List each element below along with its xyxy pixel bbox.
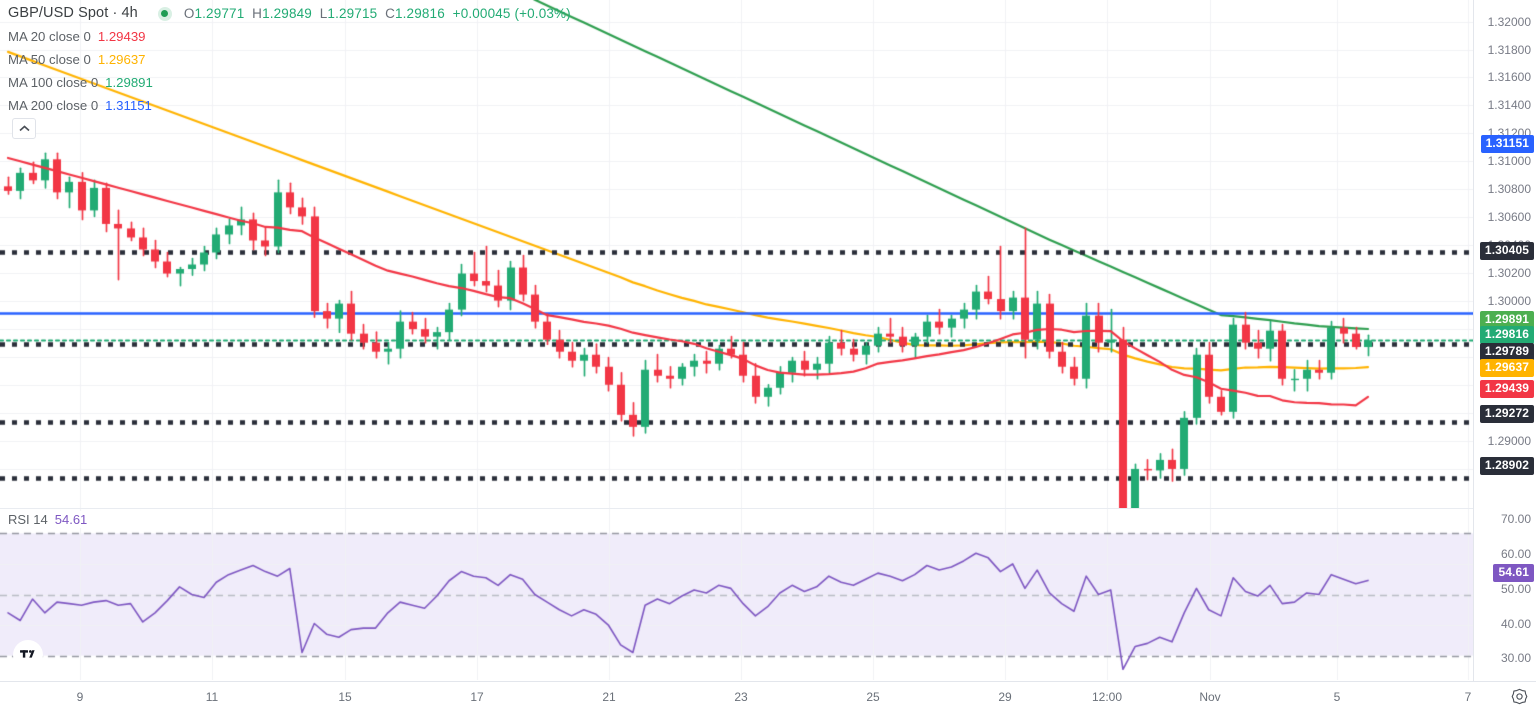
symbol-title[interactable]: GBP/USD Spot · 4h	[8, 5, 138, 21]
rsi-legend-value: 54.61	[54, 512, 88, 527]
ohlc-change-percent: (+0.03%)	[514, 6, 571, 21]
legend-ma-value: 1.29891	[105, 75, 153, 90]
legend-ma-row[interactable]: MA 200 close 0 1.31151	[8, 94, 571, 117]
chevron-up-icon	[18, 125, 30, 132]
price-axis-tick: 1.31400	[1487, 98, 1531, 112]
time-axis-tick: 17	[470, 690, 484, 704]
legend-ma-label: MA 20 close 0	[8, 29, 91, 44]
ohlc-h-key: H	[252, 6, 263, 21]
legend-title-row[interactable]: GBP/USD Spot · 4h O1.29771 H1.29849 L1.2…	[8, 2, 571, 25]
legend-ma-row[interactable]: MA 50 close 0 1.29637	[8, 48, 571, 71]
legend-ma-label: MA 200 close 0	[8, 98, 99, 113]
pane-divider	[0, 508, 1473, 509]
price-axis-tick: 1.31800	[1487, 43, 1531, 57]
time-axis-tick: 23	[734, 690, 748, 704]
time-axis-tick: Nov	[1199, 690, 1221, 704]
time-axis-tick: 15	[338, 690, 352, 704]
price-axis-tick: 1.32000	[1487, 15, 1531, 29]
price-axis-tick: 1.29000	[1487, 434, 1531, 448]
time-axis-tick: 5	[1333, 690, 1341, 704]
price-axis-tick: 1.30600	[1487, 210, 1531, 224]
rsi-axis-tick: 70.00	[1500, 512, 1531, 526]
time-axis-tick: 25	[866, 690, 880, 704]
price-axis-badge: 1.29789	[1479, 343, 1534, 361]
legend-ma-value: 1.29439	[97, 29, 146, 44]
ohlc-o-value: 1.29771	[194, 6, 245, 21]
price-chart-pane[interactable]	[0, 0, 1473, 508]
moving-average-legend-rows: MA 20 close 0 1.29439 MA 50 close 0 1.29637…	[8, 25, 571, 117]
price-axis-badge: 1.29816	[1479, 326, 1534, 344]
price-axis-tick: 1.31600	[1487, 70, 1531, 84]
rsi-axis-tick: 60.00	[1500, 547, 1531, 561]
gear-icon[interactable]	[1511, 688, 1528, 705]
time-axis-tick: 12:00	[1091, 690, 1123, 704]
price-axis-badge: 1.29272	[1479, 405, 1534, 423]
time-axis-tick: 7	[1464, 690, 1472, 704]
ohlc-h-value: 1.29849	[262, 6, 312, 21]
price-axis-tick: 1.30000	[1487, 294, 1531, 308]
chart-legend: GBP/USD Spot · 4h O1.29771 H1.29849 L1.2…	[8, 2, 571, 117]
price-axis-badge: 1.29891	[1479, 311, 1534, 329]
ohlc-l-key: L	[319, 6, 328, 21]
legend-ma-row[interactable]: MA 20 close 0 1.29439	[8, 25, 571, 48]
time-axis-tick: 21	[602, 690, 616, 704]
ohlc-values: O1.29771 H1.29849 L1.29715 C1.29816 +0.0…	[184, 2, 571, 25]
legend-ma-value: 1.31151	[105, 98, 152, 113]
rsi-axis-badge: 54.61	[1493, 564, 1534, 582]
collapse-legend-button[interactable]	[12, 118, 36, 139]
ohlc-c-key: C	[385, 6, 395, 21]
rsi-legend-label: RSI 14	[8, 512, 48, 527]
rsi-legend[interactable]: RSI 14 54.61	[8, 511, 92, 528]
price-axis-tick: 1.31000	[1487, 154, 1531, 168]
rsi-axis-tick: 40.00	[1500, 617, 1531, 631]
legend-ma-row[interactable]: MA 100 close 0 1.29891	[8, 71, 571, 94]
ohlc-o-key: O	[183, 6, 195, 21]
price-axis-badge: 1.31151	[1480, 135, 1534, 153]
price-axis-badge: 1.29637	[1479, 359, 1534, 377]
green-dot-icon	[157, 6, 172, 21]
price-axis-badge: 1.30405	[1479, 242, 1534, 260]
price-axis-tick: 1.30800	[1487, 182, 1531, 196]
time-axis[interactable]: 9 11 15 17 21 23 25 29 12:00 Nov 5 7	[0, 681, 1536, 710]
legend-ma-label: MA 50 close 0	[8, 52, 91, 67]
ohlc-c-value: 1.29816	[395, 6, 445, 21]
legend-ma-value: 1.29637	[97, 52, 146, 67]
tradingview-logo-icon[interactable]	[13, 640, 43, 670]
legend-ma-label: MA 100 close 0	[8, 75, 99, 90]
ohlc-l-value: 1.29715	[327, 6, 378, 21]
time-axis-tick: 9	[76, 690, 84, 704]
rsi-indicator-pane[interactable]	[0, 509, 1473, 680]
price-axis-badge: 1.28902	[1479, 457, 1534, 475]
price-axis[interactable]: 1.32000 1.31800 1.31600 1.31400 1.31200 1.310…	[1473, 0, 1536, 681]
price-axis-badge: 1.29439	[1479, 380, 1534, 398]
time-axis-tick: 11	[205, 690, 219, 704]
time-axis-tick: 29	[998, 690, 1012, 704]
rsi-axis-tick: 30.00	[1500, 651, 1531, 665]
rsi-axis-tick: 50.00	[1500, 582, 1531, 596]
price-axis-tick: 1.30200	[1487, 266, 1531, 280]
ohlc-change: +0.00045	[452, 6, 511, 21]
